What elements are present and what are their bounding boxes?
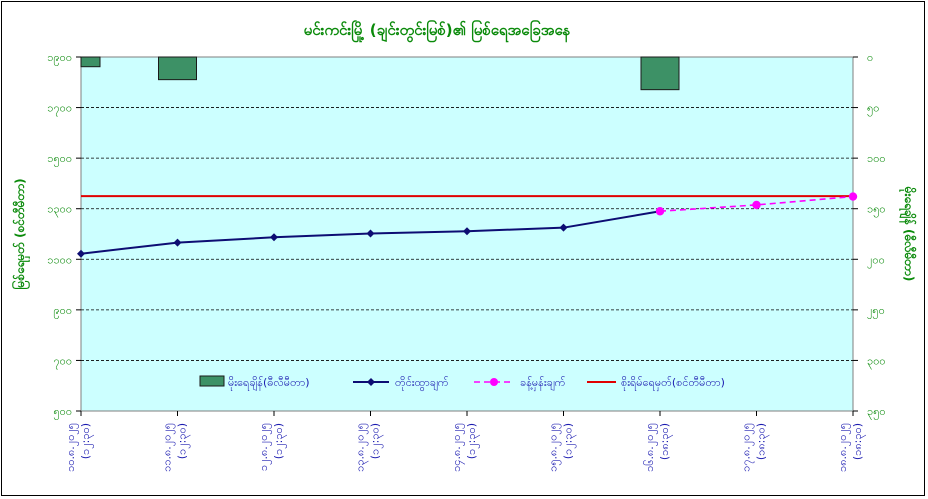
x-tick-label: ၁၀.၈.၂၀၂၅ (64, 423, 79, 472)
series-lines (77, 192, 858, 258)
x-tick-label: (၁၂:၃၀) (562, 423, 577, 459)
left-axis-label: မြစ်ရေမှတ် (စင်တီမီတာ) (10, 178, 31, 289)
forecast-point (752, 200, 761, 210)
legend: မိုးရေချိန်(ဓီလီမီတာ) တိုင်းထွာချက် ခန့်မှ… (199, 375, 725, 391)
measured-point (270, 233, 278, 242)
x-tick-label: (၁၂:၃၀) (176, 423, 191, 459)
gridlines (81, 107, 853, 361)
right-tick-label: ၁၀၀ (867, 152, 886, 165)
legend-label-measured: တိုင်းထွာချက် (395, 376, 449, 391)
legend-marker-forecast (490, 378, 498, 386)
left-tick-label: ၁၃၀၀ (47, 203, 72, 218)
x-tick-label: ၁၆.၈.၂၀၂၅ (643, 423, 658, 472)
left-tick-label: ၁၅၀၀ (47, 152, 72, 167)
left-tick-label: ၉၀၀ (53, 304, 72, 319)
legend-label-danger: စိုးရိမ်ရေမှတ်(စင်တီမီတာ) (621, 376, 725, 391)
right-tick-label: ၅၀ (867, 102, 879, 117)
x-tick-label: (၁၂:၃၀) (369, 423, 384, 459)
x-tick-label: ၁၅.၈.၂၀၂၅ (547, 423, 562, 472)
forecast-point (655, 207, 665, 216)
legend-label-rainfall: မိုးရေချိန်(ဓီလီမီတာ) (228, 376, 310, 391)
left-tick-label: ၁၉၀၀ (47, 51, 72, 66)
right-tick-label: ၂၀၀ (867, 253, 885, 268)
measured-point (559, 223, 568, 232)
right-axis-label: မိုးရေချိန် (ဓီလီမီတာ) (898, 186, 918, 282)
x-tick-label: ၁၇.၈.၂၀၂၅ (740, 423, 755, 472)
x-axis-ticks: ၁၀.၈.၂၀၂၅ (၁၂:၃၀) ၁၁.၈.၂၀၂၅ (၁၂:၃၀) ၁၂.၈.၂၀၂… (64, 411, 866, 472)
left-axis-ticks: ၅၀၀ ၇၀၀ ၉၀၀ ၁၁၀၀ ၁၃၀၀ ၁၅၀၀ ၁၇၀၀ ၁၉၀၀ (47, 51, 81, 420)
rainfall-bar (158, 56, 197, 81)
rainfall-bars (80, 56, 680, 91)
x-tick-label: ၁၁.၈.၂၀၂၅ (161, 423, 176, 472)
left-tick-label: ၇၀၀ (53, 354, 72, 369)
x-tick-label: ၁၃.၈.၂၀၂၅ (354, 423, 369, 472)
x-tick-label: (၁၈:၃၀) (755, 423, 770, 460)
measured-point (463, 227, 471, 236)
right-tick-label: ၁၅၀ (867, 203, 886, 218)
measured-point (77, 249, 85, 258)
x-tick-label: (၁၂:၃၀) (465, 423, 480, 459)
rainfall-bar (640, 56, 680, 91)
legend-marker-measured (367, 378, 375, 386)
legend-label-forecast: ခန့်မှန်းချက် (520, 376, 566, 391)
measured-point (173, 238, 182, 247)
x-tick-label: (၁၈:၃၀) (658, 423, 673, 460)
right-tick-label: ၃၅၀ (867, 405, 886, 420)
x-tick-label: ၁၂.၈.၂၀၂၅ (257, 423, 272, 471)
left-tick-label: ၅၀၀ (53, 405, 72, 420)
measured-point (366, 229, 375, 238)
chart-title: မင်းကင်းမြို့ (ချင်းတွင်းမြစ်)၏ မြစ်ရေအခ… (304, 19, 571, 43)
x-tick-label: (၁၈:၃၀) (851, 423, 866, 460)
rainfall-bar (80, 56, 101, 68)
right-tick-label: ၃၀၀ (867, 354, 886, 369)
left-tick-label: ၁၁၀၀ (47, 253, 72, 266)
legend-swatch-rainfall (199, 375, 225, 387)
right-tick-label: ၂၅၀ (867, 304, 885, 319)
x-tick-label: (၁၂:၃၀) (79, 423, 94, 459)
left-tick-label: ၁၇၀၀ (47, 102, 72, 117)
x-tick-label: ၁၄.၈.၂၀၂၅ (450, 423, 465, 472)
right-tick-label: ၀ (867, 51, 873, 64)
x-tick-label: (၁၂:၃၀) (272, 423, 287, 459)
forecast-point (848, 192, 858, 201)
forecast-line (659, 195, 854, 213)
x-tick-label: ၁၈.၈.၂၀၂၅ (836, 423, 851, 472)
